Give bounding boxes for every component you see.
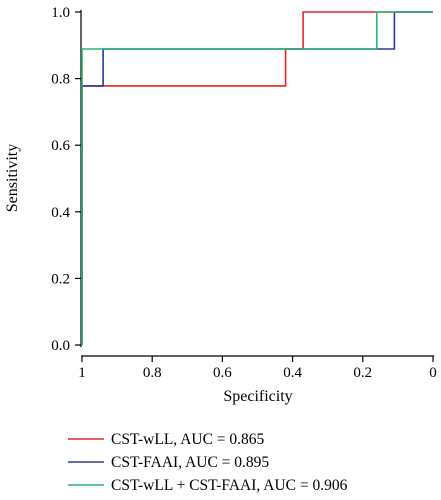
legend-label: CST-wLL + CST-FAAI, AUC = 0.906 <box>111 477 348 494</box>
series-line-2 <box>81 11 433 345</box>
axes <box>80 10 434 357</box>
y-tick-label: 0.6 <box>51 138 70 154</box>
series-line-1 <box>81 11 433 345</box>
x-tick-label: 0.8 <box>143 365 162 381</box>
y-tick-label: 0.0 <box>51 338 70 354</box>
y-axis-title: Sensitivity <box>4 144 21 212</box>
y-tick-label: 0.2 <box>51 271 70 287</box>
x-tick-label: 0.4 <box>283 365 302 381</box>
x-axis-title: Specificity <box>223 388 292 405</box>
y-tick-label: 0.8 <box>51 72 70 88</box>
x-tick-label: 0 <box>429 365 437 381</box>
y-axis-ticks: 0.0 0.2 0.4 0.6 0.8 1.0 <box>51 5 81 354</box>
x-tick-label: 0.2 <box>353 365 372 381</box>
y-tick-label: 0.4 <box>51 205 70 221</box>
series-lines <box>81 11 433 345</box>
x-tick-label: 1 <box>78 365 86 381</box>
legend: CST-wLL, AUC = 0.865 CST-FAAI, AUC = 0.89… <box>68 431 348 494</box>
legend-label: CST-FAAI, AUC = 0.895 <box>111 454 269 471</box>
series-line-3 <box>81 11 433 345</box>
y-tick-label: 1.0 <box>51 5 70 21</box>
x-tick-label: 0.6 <box>213 365 232 381</box>
legend-label: CST-wLL, AUC = 0.865 <box>111 431 265 448</box>
x-axis-ticks: 1 0.8 0.6 0.4 0.2 0 <box>78 356 437 381</box>
